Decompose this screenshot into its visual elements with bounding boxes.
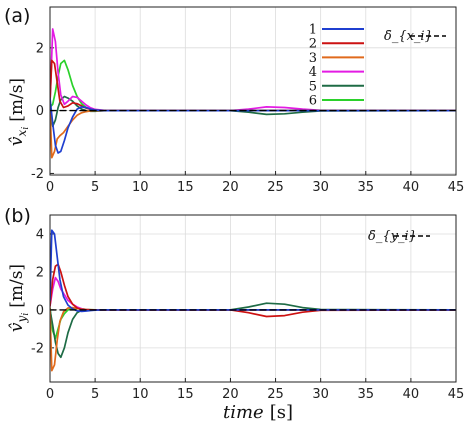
panel-b-ylabel-subsub: i [21,313,31,316]
panel-b-series [50,229,456,372]
panel-a-xtick-label: 40 [403,180,420,195]
panel-b-series-3 [50,306,456,372]
panel-b-series-4 [50,276,456,311]
x-axis-label-unit: [s] [270,402,293,423]
panel-b-xtick-label: 30 [312,387,329,402]
svg-text:v̂yi[m/s]: v̂yi [m/s] [7,264,31,332]
x-axis-label: time [s] [223,402,293,423]
panel-a-series-6 [50,59,456,112]
panel-a-xtick-label: 0 [46,180,54,195]
panel-a-ylabel-symbol: v̂ [7,136,27,146]
panel-a-xtick-label: 45 [448,180,465,195]
panel-b-legend-reference-label: δ̇_{y_i} [368,229,417,244]
panel-b-x-ticks: 0 5 10 15 20 25 30 35 40 45 [46,378,464,402]
panel-a-legend-label-1: 1 [309,23,317,38]
panel-a-frame [49,6,457,176]
panel-a-xtick-label: 5 [91,180,99,195]
panel-b-xtick-label: 5 [91,387,99,402]
panel-b-xtick-label: 35 [358,387,375,402]
panel-b-xtick-label: 25 [267,387,284,402]
panel-a-xtick-label: 30 [312,180,329,195]
panel-a-label: (a) [4,5,30,27]
x-axis-label-main: time [223,402,264,423]
panel-a-ytick-label: 0 [36,104,44,119]
panel-a-xtick-label: 35 [358,180,375,195]
panel-a-legend-reference-label: δ̇_{x_i} [384,29,433,44]
panel-b-label: (b) [4,205,31,227]
panel-b-xtick-label: 40 [403,387,420,402]
panel-b-ytick-label: 0 [36,303,44,318]
panel-b-frame [49,214,457,383]
panel-a-y-axis-label: v̂xi [m/s] [7,78,31,146]
panel-a-xtick-label: 10 [132,180,149,195]
panel-b-xtick-label: 10 [132,387,149,402]
panel-a-xtick-label: 25 [267,180,284,195]
panel-a-xtick-label: 15 [177,180,194,195]
panel-b-xtick-label: 0 [46,387,54,402]
panel-b-series-5 [50,302,456,359]
panel-b-ytick-label: 4 [36,227,44,242]
panel-a-series-1 [50,97,456,154]
panel-a-x-ticks: 0 5 10 15 20 25 30 35 40 45 [46,171,464,195]
panel-b-ylabel-symbol: v̂ [7,322,27,332]
panel-a-series-4 [50,28,456,112]
panel-a-legend-reference: δ̇_{x_i} [384,29,446,44]
panel-a-legend-label-2: 2 [309,37,317,52]
panel-b-ylabel-unit: [m/s] [7,264,27,308]
panel-a: (a) v̂xi[m/s] 0 5 10 15 20 25 30 35 40 45 -202 12… [4,5,464,195]
panel-b-ytick-label: -2 [31,341,44,356]
panel-b-xtick-label: 45 [448,387,465,402]
panel-b-series-6 [50,307,456,340]
panel-a-ytick-label: -2 [31,167,44,182]
svg-text:v̂xi[m/s]: v̂xi [m/s] [7,78,31,146]
panel-b-xtick-label: 20 [222,387,239,402]
panel-a-series-2 [50,59,456,112]
panel-a-ylabel-unit: [m/s] [7,78,27,122]
panel-b-xtick-label: 15 [177,387,194,402]
panel-a-ylabel-sub: x [15,129,29,136]
panel-a-xtick-label: 20 [222,180,239,195]
panel-a-ylabel-subsub: i [21,127,31,130]
panel-b-ylabel-sub: y [15,315,29,323]
panel-b-y-axis-label: v̂yi [m/s] [7,264,31,332]
panel-b-legend-reference: δ̇_{y_i} [368,229,430,244]
panel-a-legend-label-4: 4 [309,65,317,80]
panel-a-legend-label-5: 5 [309,79,317,94]
panel-b: (b) v̂yi [m/s] 0 5 10 15 20 25 30 35 40 45 -2 0 2 4 δ… [4,205,464,423]
panel-a-legend-label-3: 3 [309,51,317,66]
panel-a-series [50,28,456,159]
panel-b-ytick-label: 2 [36,265,44,280]
panel-a-ytick-label: 2 [36,41,44,56]
panel-a-legend-label-6: 6 [309,94,317,109]
